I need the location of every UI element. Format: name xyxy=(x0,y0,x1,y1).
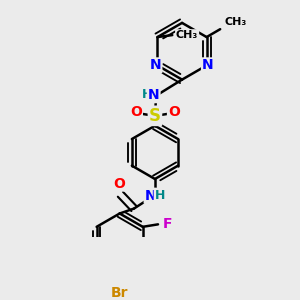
Text: O: O xyxy=(113,177,125,190)
Text: S: S xyxy=(149,107,161,125)
Text: CH₃: CH₃ xyxy=(225,17,247,27)
Text: N: N xyxy=(145,189,156,203)
Text: O: O xyxy=(130,105,142,119)
Text: H: H xyxy=(155,189,165,202)
Text: O: O xyxy=(168,105,180,119)
Text: N: N xyxy=(150,58,161,72)
Text: Br: Br xyxy=(111,286,128,300)
Text: CH₃: CH₃ xyxy=(176,30,198,40)
Text: F: F xyxy=(163,218,172,231)
Text: H: H xyxy=(142,88,152,101)
Text: N: N xyxy=(148,88,160,102)
Text: N: N xyxy=(202,58,214,72)
